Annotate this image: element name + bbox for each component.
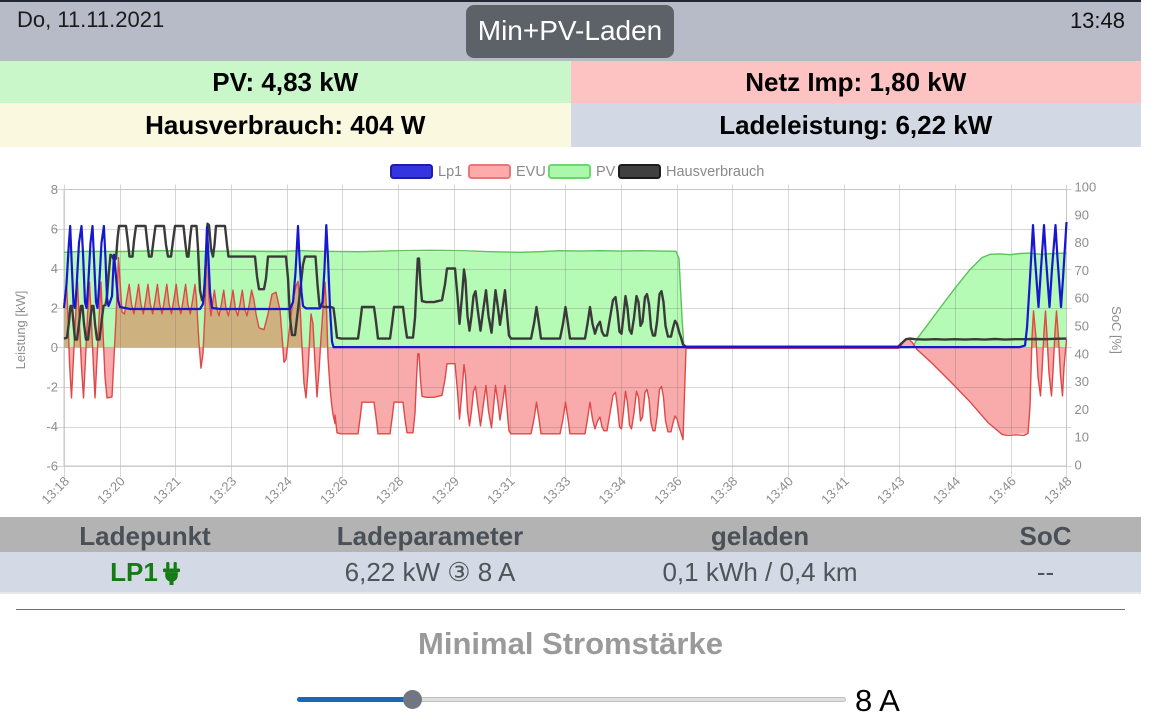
svg-text:0: 0: [1075, 458, 1082, 473]
svg-text:0: 0: [51, 340, 58, 355]
svg-text:13:29: 13:29: [428, 474, 462, 508]
svg-text:13:23: 13:23: [206, 474, 240, 508]
svg-text:70: 70: [1075, 263, 1089, 278]
svg-text:13:31: 13:31: [484, 474, 518, 508]
svg-text:13:18: 13:18: [39, 474, 73, 508]
svg-text:2: 2: [51, 301, 58, 316]
svg-text:Hausverbrauch: Hausverbrauch: [666, 164, 764, 180]
svg-text:100: 100: [1075, 180, 1097, 195]
svg-text:SoC [%]: SoC [%]: [1109, 306, 1124, 354]
svg-text:13:26: 13:26: [317, 474, 351, 508]
svg-text:-2: -2: [46, 380, 58, 395]
svg-text:90: 90: [1075, 207, 1089, 222]
svg-text:13:21: 13:21: [150, 474, 184, 508]
svg-text:20: 20: [1075, 402, 1089, 417]
svg-text:4: 4: [51, 261, 58, 276]
svg-text:EVU: EVU: [516, 164, 546, 180]
svg-text:13:43: 13:43: [874, 474, 908, 508]
svg-text:13:46: 13:46: [985, 474, 1019, 508]
svg-text:30: 30: [1075, 374, 1089, 389]
svg-text:13:36: 13:36: [651, 474, 685, 508]
svg-text:-4: -4: [46, 419, 58, 434]
svg-text:Lp1: Lp1: [438, 164, 462, 180]
svg-text:13:40: 13:40: [763, 474, 797, 508]
svg-text:8: 8: [51, 182, 58, 197]
svg-text:13:38: 13:38: [707, 474, 741, 508]
svg-text:13:48: 13:48: [1041, 474, 1075, 508]
svg-text:13:33: 13:33: [540, 474, 574, 508]
svg-text:PV: PV: [596, 164, 616, 180]
svg-text:-6: -6: [46, 459, 58, 474]
svg-text:13:34: 13:34: [595, 474, 629, 508]
svg-text:60: 60: [1075, 291, 1089, 306]
svg-text:10: 10: [1075, 430, 1089, 445]
svg-text:40: 40: [1075, 346, 1089, 361]
svg-text:Leistung [kW]: Leistung [kW]: [13, 291, 28, 370]
svg-text:13:41: 13:41: [818, 474, 852, 508]
svg-text:13:44: 13:44: [930, 474, 964, 508]
svg-text:13:28: 13:28: [373, 474, 407, 508]
svg-text:13:24: 13:24: [261, 474, 295, 508]
svg-text:50: 50: [1075, 319, 1089, 334]
svg-text:80: 80: [1075, 235, 1089, 250]
svg-text:6: 6: [51, 222, 58, 237]
svg-text:13:20: 13:20: [94, 474, 128, 508]
